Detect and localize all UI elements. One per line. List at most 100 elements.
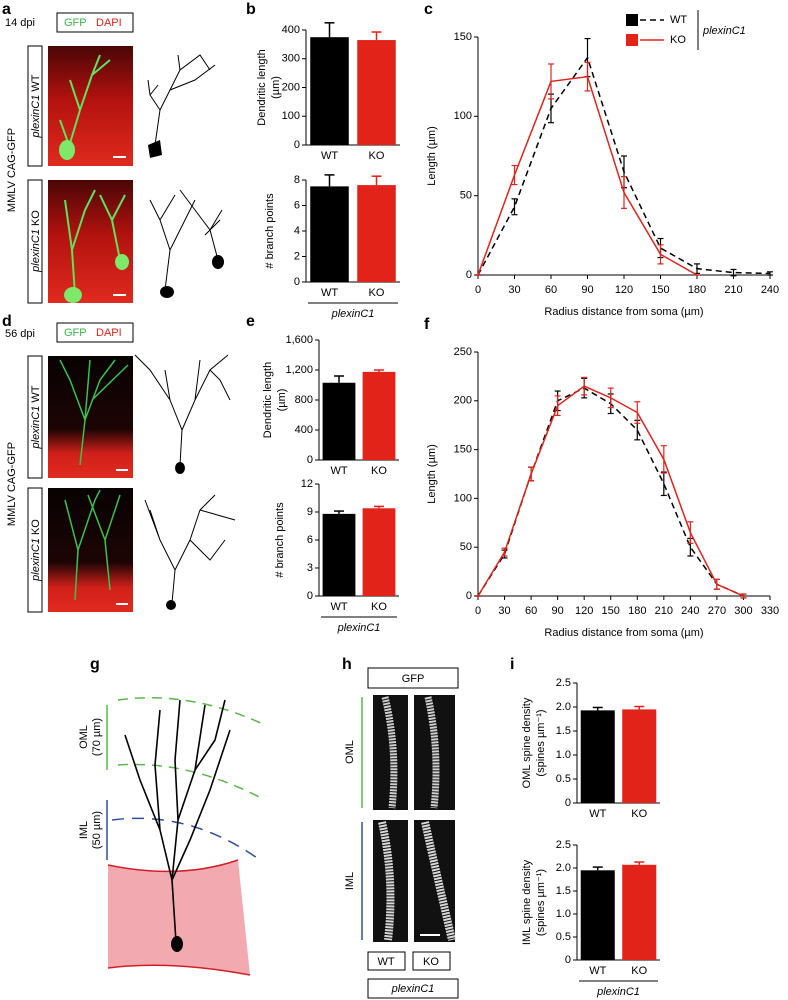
neuron <box>64 489 121 601</box>
bar <box>310 37 349 145</box>
error-bar <box>592 706 603 711</box>
error-bar <box>584 61 591 92</box>
y-tick-label: 100 <box>454 110 472 122</box>
chart: 0 100 200 300 400 Dendritic length (µm) WT KO <box>256 22 400 162</box>
gene: plexinC1 <box>30 538 42 582</box>
error-bar <box>501 547 508 557</box>
tracing-soma <box>166 600 176 610</box>
panel-letter: b <box>246 1 256 18</box>
bar <box>362 371 396 460</box>
group-label: plexinC1 <box>331 308 375 320</box>
stain-box <box>56 322 134 343</box>
panel-a: 14 dpi GFP DAPI MMLV CAG-GFP plexinC1WT … <box>5 12 224 304</box>
y-tick-label: 100 <box>282 110 300 122</box>
row-label: plexinC1 WT <box>30 385 42 449</box>
y-tick-label: 0 <box>565 954 571 966</box>
error-bar <box>554 395 561 417</box>
y-tick-label: 400 <box>295 424 313 436</box>
panel-letter: f <box>424 316 430 333</box>
x-tick-label: KO <box>371 601 387 613</box>
x-tick-label: 120 <box>575 605 593 617</box>
bar <box>580 710 615 803</box>
bar <box>357 185 396 282</box>
y-tick-label: 250 <box>454 346 472 358</box>
y-axis-label: # branch points <box>264 193 276 269</box>
stain-label: DAPI <box>96 17 122 29</box>
panel-letter: g <box>90 656 100 673</box>
tracing-soma <box>160 286 174 298</box>
x-axis-label: Radius distance from soma (µm) <box>544 306 703 318</box>
error-bar <box>334 510 344 514</box>
x-tick-label: 120 <box>615 284 633 296</box>
error-bar <box>634 861 645 865</box>
genotype-box <box>412 951 451 971</box>
group-box <box>367 978 459 999</box>
x-tick-label: 0 <box>475 605 481 617</box>
row-label: plexinC1 WT <box>30 74 42 138</box>
dendrite <box>378 821 395 941</box>
x-tick-label: 180 <box>628 605 646 617</box>
error-bar <box>607 387 614 409</box>
y-tick-label: 1,600 <box>285 334 313 346</box>
error-bar <box>581 376 588 396</box>
x-tick-label: 150 <box>602 605 620 617</box>
neuron <box>59 54 111 151</box>
x-tick-label: KO <box>631 965 647 977</box>
y-tick-label: 0 <box>466 269 472 281</box>
tracing <box>144 494 236 604</box>
x-tick-label: WT <box>321 287 338 299</box>
tracing <box>147 54 216 146</box>
chart: 0 0.5 1.0 1.5 2.0 2.5 IML spine density (spines… <box>521 839 660 998</box>
x-tick-label: 60 <box>545 284 557 296</box>
tracing-soma <box>212 255 224 269</box>
neuron <box>64 189 126 296</box>
soma <box>115 254 129 270</box>
error-bar <box>511 164 518 186</box>
y-tick-label: 0 <box>294 276 300 288</box>
bar <box>310 186 349 282</box>
stain-label: DAPI <box>96 327 122 339</box>
bar <box>322 382 356 460</box>
x-tick-label: 300 <box>734 605 752 617</box>
y-tick-label: 0 <box>466 590 472 602</box>
x-tick-label: 270 <box>708 605 726 617</box>
dendrite <box>421 821 456 941</box>
dendrite <box>424 696 440 809</box>
construct-label: MMLV CAG-GFP <box>6 442 18 526</box>
stain-label: GFP <box>64 327 87 339</box>
y-tick-label: 50 <box>460 541 472 553</box>
y-tick-label: 1,200 <box>285 364 313 376</box>
x-tick-label: WT <box>330 601 347 613</box>
soma <box>59 140 75 160</box>
neuron <box>59 359 129 466</box>
legend-swatch <box>626 34 638 46</box>
chart: 0 400 800 1,200 1,600 Dendritic length (µm) WT K… <box>262 334 399 477</box>
y-tick-label: 1.5 <box>556 725 571 737</box>
y-tick-label: 6 <box>307 534 313 546</box>
layer-depth: (70 µm) <box>91 718 103 756</box>
error-bar <box>592 866 603 871</box>
soma <box>171 936 183 952</box>
x-axis-label: Radius distance from soma (µm) <box>544 627 703 639</box>
gene: plexinC1 <box>30 95 42 139</box>
y-tick-label: 300 <box>282 53 300 65</box>
tracing <box>134 354 231 466</box>
y-tick-label: 150 <box>454 31 472 43</box>
y-axis-label: (µm) <box>270 76 282 99</box>
panel-letter: h <box>342 656 352 673</box>
genotype-label: KO <box>423 956 439 968</box>
x-tick-label: 90 <box>581 284 593 296</box>
error-bar <box>634 705 645 710</box>
layer-name: IML <box>78 821 90 839</box>
panel-h: GFP OML IML WT KO plexinC1 <box>344 667 459 999</box>
y-tick-label: 50 <box>460 190 472 202</box>
group-label: plexinC1 <box>596 986 640 998</box>
error-bar <box>634 401 641 424</box>
error-bar <box>334 375 344 383</box>
gene: plexinC1 <box>30 229 42 273</box>
legend-group: plexinC1 <box>702 25 746 37</box>
layer-boundary <box>117 763 266 801</box>
y-tick-label: 3 <box>307 562 313 574</box>
genotype-label: WT <box>377 956 394 968</box>
y-tick-label: 1.0 <box>556 908 571 920</box>
